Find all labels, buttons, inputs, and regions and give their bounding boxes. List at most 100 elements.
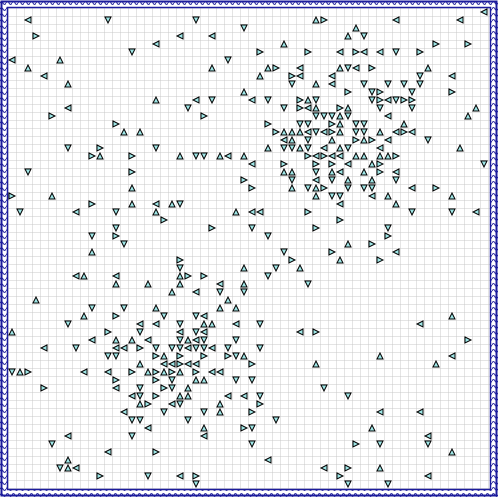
- agent: [312, 183, 320, 192]
- agent: [376, 160, 385, 168]
- agent: [184, 391, 192, 400]
- agent: [160, 312, 168, 321]
- agent: [176, 320, 184, 329]
- agent: [216, 288, 224, 297]
- agent: [176, 200, 184, 209]
- agent: [136, 392, 144, 401]
- agent: [160, 408, 168, 417]
- agent: [312, 168, 320, 177]
- agent: [384, 80, 392, 89]
- agent: [312, 112, 320, 121]
- agent: [144, 367, 152, 376]
- agent: [96, 144, 105, 152]
- agent: [423, 432, 432, 440]
- agent: [128, 183, 136, 192]
- agent: [335, 48, 344, 56]
- agent: [232, 336, 240, 345]
- agent: [335, 152, 344, 160]
- agent: [88, 200, 97, 208]
- agent: [472, 103, 480, 112]
- agent: [24, 168, 32, 177]
- agent: [256, 71, 264, 80]
- agent: [264, 63, 272, 72]
- agent: [344, 239, 352, 248]
- agent: [280, 160, 289, 168]
- agent: [272, 128, 281, 136]
- agent: [320, 16, 329, 24]
- agent: [128, 199, 136, 208]
- agent: [135, 320, 144, 328]
- agent: [200, 344, 208, 353]
- agent: [71, 208, 80, 216]
- agent: [304, 136, 312, 145]
- agent: [176, 256, 185, 264]
- agent: [120, 127, 128, 136]
- agent: [263, 456, 272, 464]
- agent: [448, 447, 456, 456]
- agent: [176, 367, 184, 376]
- agent: [448, 88, 457, 96]
- agent: [240, 87, 248, 96]
- agent: [264, 120, 273, 128]
- agent: [63, 104, 72, 112]
- agent: [152, 448, 161, 456]
- agent: [160, 216, 169, 224]
- agent: [39, 344, 48, 352]
- agent: [432, 359, 440, 368]
- agent: [391, 248, 400, 256]
- agent: [208, 319, 216, 328]
- agent: [136, 328, 144, 337]
- agent: [56, 464, 64, 473]
- agent: [223, 152, 232, 160]
- agent: [128, 152, 137, 160]
- agent: [304, 208, 313, 216]
- agent: [16, 367, 24, 376]
- agent: [344, 464, 353, 472]
- agent: [480, 160, 488, 169]
- inner-border: [6, 6, 492, 491]
- agent: [311, 176, 320, 184]
- agent: [136, 416, 144, 425]
- agent: [327, 80, 336, 88]
- agent: [296, 143, 304, 152]
- agent: [32, 32, 41, 40]
- agent: [112, 312, 121, 320]
- agent: [224, 56, 232, 65]
- agent: [368, 175, 376, 184]
- agent: [447, 72, 456, 80]
- agent: [295, 72, 304, 80]
- agent: [352, 151, 360, 160]
- agent: [328, 167, 336, 176]
- agent: [384, 191, 392, 200]
- agent: [423, 472, 432, 480]
- agent: [143, 336, 152, 344]
- agent: [128, 432, 136, 441]
- agent: [264, 96, 272, 105]
- agent: [448, 311, 456, 320]
- agent: [319, 464, 328, 472]
- agent: [80, 311, 88, 320]
- agent: [352, 440, 361, 448]
- agent: [336, 104, 345, 112]
- agent: [247, 96, 256, 104]
- agent: [232, 207, 240, 216]
- agent: [280, 127, 288, 136]
- agent: [192, 480, 200, 489]
- agent: [312, 191, 320, 200]
- agent: [136, 344, 145, 352]
- grid: [8, 8, 490, 489]
- agent: [87, 336, 96, 344]
- agent: [159, 360, 168, 368]
- agent: [368, 136, 377, 144]
- agent: [176, 264, 184, 273]
- agent: [256, 344, 264, 353]
- agent: [392, 96, 400, 105]
- agent: [112, 335, 120, 344]
- agent: [407, 128, 416, 136]
- agent: [327, 152, 336, 160]
- agent: [103, 368, 112, 376]
- agent: [368, 423, 376, 432]
- agent: [223, 392, 232, 400]
